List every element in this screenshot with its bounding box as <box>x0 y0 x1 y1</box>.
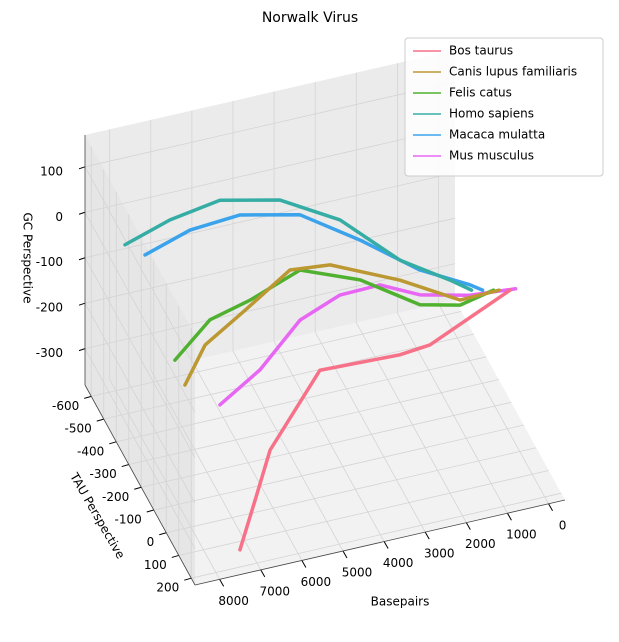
x-tick-label: 5000 <box>342 566 373 580</box>
x-tick <box>507 512 512 521</box>
y-tick-label: -300 <box>90 467 117 481</box>
grid-line <box>397 313 508 514</box>
y-tick-label: -500 <box>65 422 92 436</box>
z-tick <box>78 257 86 261</box>
y-tick <box>96 418 104 422</box>
grid-line <box>84 348 196 549</box>
x-tick-label: 1000 <box>506 528 537 542</box>
grid-line <box>84 126 456 213</box>
z-tick-label: 100 <box>40 164 63 178</box>
x-tick <box>219 579 225 587</box>
legend-box <box>404 37 604 177</box>
x-tick <box>342 550 348 559</box>
grid-line <box>355 322 467 523</box>
y-tick <box>121 464 129 468</box>
grid-line <box>91 310 462 397</box>
y-tick-label: 200 <box>156 581 179 595</box>
grid-line <box>438 303 549 504</box>
y-tick <box>159 532 167 536</box>
grid-line <box>128 379 499 465</box>
x-tick-label: 3000 <box>424 547 455 561</box>
y-tick-label: 100 <box>144 558 167 572</box>
series-line <box>123 198 474 292</box>
x-tick-label: 7000 <box>260 584 291 598</box>
left-pane <box>85 135 195 585</box>
grid-line <box>84 217 456 304</box>
y-tick-label: -600 <box>52 399 79 413</box>
x-axis-label: Basepairs <box>371 595 430 609</box>
series-line <box>183 263 501 387</box>
grid-line <box>84 212 196 413</box>
z-tick <box>78 166 86 170</box>
legend: Bos taurus Canis lupus familiaris Felis ca… <box>404 37 604 177</box>
y-tick <box>84 395 92 399</box>
grid-line <box>141 401 512 488</box>
z-tick <box>78 211 86 215</box>
x-tick-label: 8000 <box>218 594 249 608</box>
back-pane <box>85 50 455 385</box>
grid-line <box>232 350 344 552</box>
legend-label: Mus musculus <box>449 149 534 163</box>
grid-line <box>153 424 524 511</box>
y-tick <box>109 441 117 445</box>
z-tick-label: -100 <box>36 255 63 269</box>
x-tick <box>424 531 430 540</box>
z-tick-label: -300 <box>36 346 63 360</box>
grid-line <box>84 257 196 458</box>
x-tick-label: 2000 <box>465 537 496 551</box>
panes <box>85 50 565 585</box>
series-line <box>218 283 518 407</box>
series-line <box>238 288 512 552</box>
legend-label: Homo sapiens <box>449 107 534 121</box>
x-tick-label: 4000 <box>383 556 414 570</box>
grid-line <box>84 166 196 368</box>
legend-label: Felis catus <box>449 86 512 100</box>
grid-line <box>191 360 303 561</box>
z-axis-label: GC Perspective <box>21 213 35 304</box>
y-tick <box>184 577 192 581</box>
z-tick-label: 0 <box>55 210 63 224</box>
x-tick <box>465 522 471 530</box>
series-line <box>143 213 485 292</box>
grid-line <box>84 81 456 168</box>
y-tick <box>146 509 154 513</box>
series-line <box>173 268 496 362</box>
grid-line <box>109 379 221 580</box>
legend-label: Canis lupus familiaris <box>449 65 577 79</box>
grid-line <box>273 341 385 542</box>
grid-line <box>314 331 426 533</box>
axis-line <box>84 384 196 586</box>
z-tick-label: -200 <box>36 301 63 315</box>
x-tick <box>260 569 266 578</box>
floor-pane <box>85 300 565 585</box>
grid-line <box>178 470 549 556</box>
y-tick <box>171 554 179 558</box>
z-tick <box>78 348 86 352</box>
grid-line <box>191 492 562 579</box>
x-tick <box>548 503 553 512</box>
legend-label: Bos taurus <box>449 44 513 58</box>
x-tick-label: 0 <box>559 518 567 532</box>
x-tick <box>301 560 307 568</box>
grid-line <box>103 333 474 420</box>
grid-line <box>166 447 537 534</box>
grid-line <box>84 302 196 504</box>
y-tick-label: -200 <box>102 490 129 504</box>
x-tick-label: 6000 <box>301 575 332 589</box>
chart-title: Norwalk Virus <box>262 10 358 26</box>
legend-label: Macaca mulatta <box>449 128 545 142</box>
x-tick <box>383 541 389 549</box>
axis-line <box>194 499 566 586</box>
y-tick-label: -100 <box>115 513 142 527</box>
y-tick <box>134 486 142 490</box>
y-tick-label: 0 <box>147 535 155 549</box>
z-tick <box>78 302 86 306</box>
y-tick-label: -400 <box>77 444 104 458</box>
